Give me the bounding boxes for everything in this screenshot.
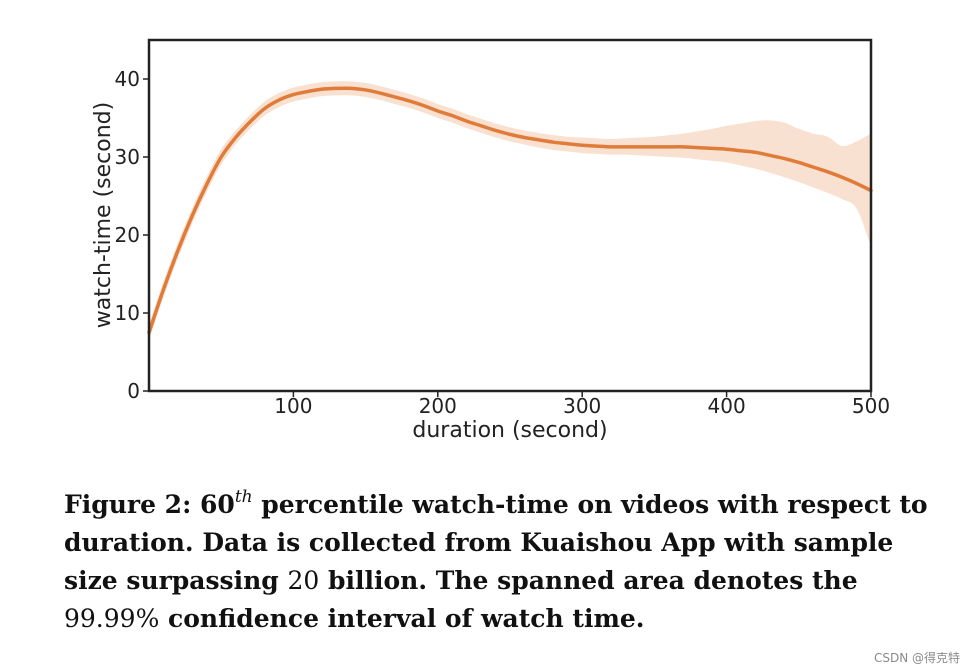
- plot-frame: [147, 38, 873, 393]
- axis-ticks-layer: 100 200 300 400 500 0 10 20 30 40: [115, 67, 891, 418]
- caption-number-confidence: 99.99%: [64, 604, 160, 633]
- y-tick-label: 10: [115, 301, 140, 325]
- y-tick-label: 40: [115, 67, 140, 91]
- x-tick-label: 500: [852, 394, 890, 418]
- watermark: CSDN @得克特: [873, 651, 960, 665]
- x-tick-label: 300: [563, 394, 601, 418]
- caption-figure-number: 60: [200, 490, 235, 519]
- caption-figure-label: Figure 2:: [64, 490, 201, 519]
- x-tick-label: 100: [274, 394, 312, 418]
- x-axis-title: duration (second): [412, 418, 607, 443]
- confidence-band: [149, 81, 871, 341]
- x-tick-label: 400: [708, 394, 746, 418]
- confidence-band-layer: [149, 81, 871, 341]
- caption-text-part-2: billion. The spanned area denotes the: [319, 566, 858, 595]
- chart: 100 200 300 400 500 0 10 20 30 40 duration (secon…: [91, 38, 891, 443]
- watch-time-line: [147, 86, 873, 335]
- caption-superscript: th: [234, 486, 253, 507]
- series-line-layer: [147, 86, 873, 335]
- figure-caption: Figure 2: 60th percentile watch-time on …: [64, 486, 934, 638]
- y-tick-label: 30: [115, 145, 140, 169]
- caption-text-part-3: confidence interval of watch time.: [159, 604, 645, 633]
- y-tick-label: 20: [115, 223, 140, 247]
- y-tick-label: 0: [127, 379, 140, 403]
- caption-text-part-1: percentile watch-time on videos with res…: [64, 490, 928, 595]
- caption-number-sample-size: 20: [287, 566, 320, 595]
- x-tick-label: 200: [419, 394, 457, 418]
- y-axis-title: watch-time (second): [91, 102, 116, 328]
